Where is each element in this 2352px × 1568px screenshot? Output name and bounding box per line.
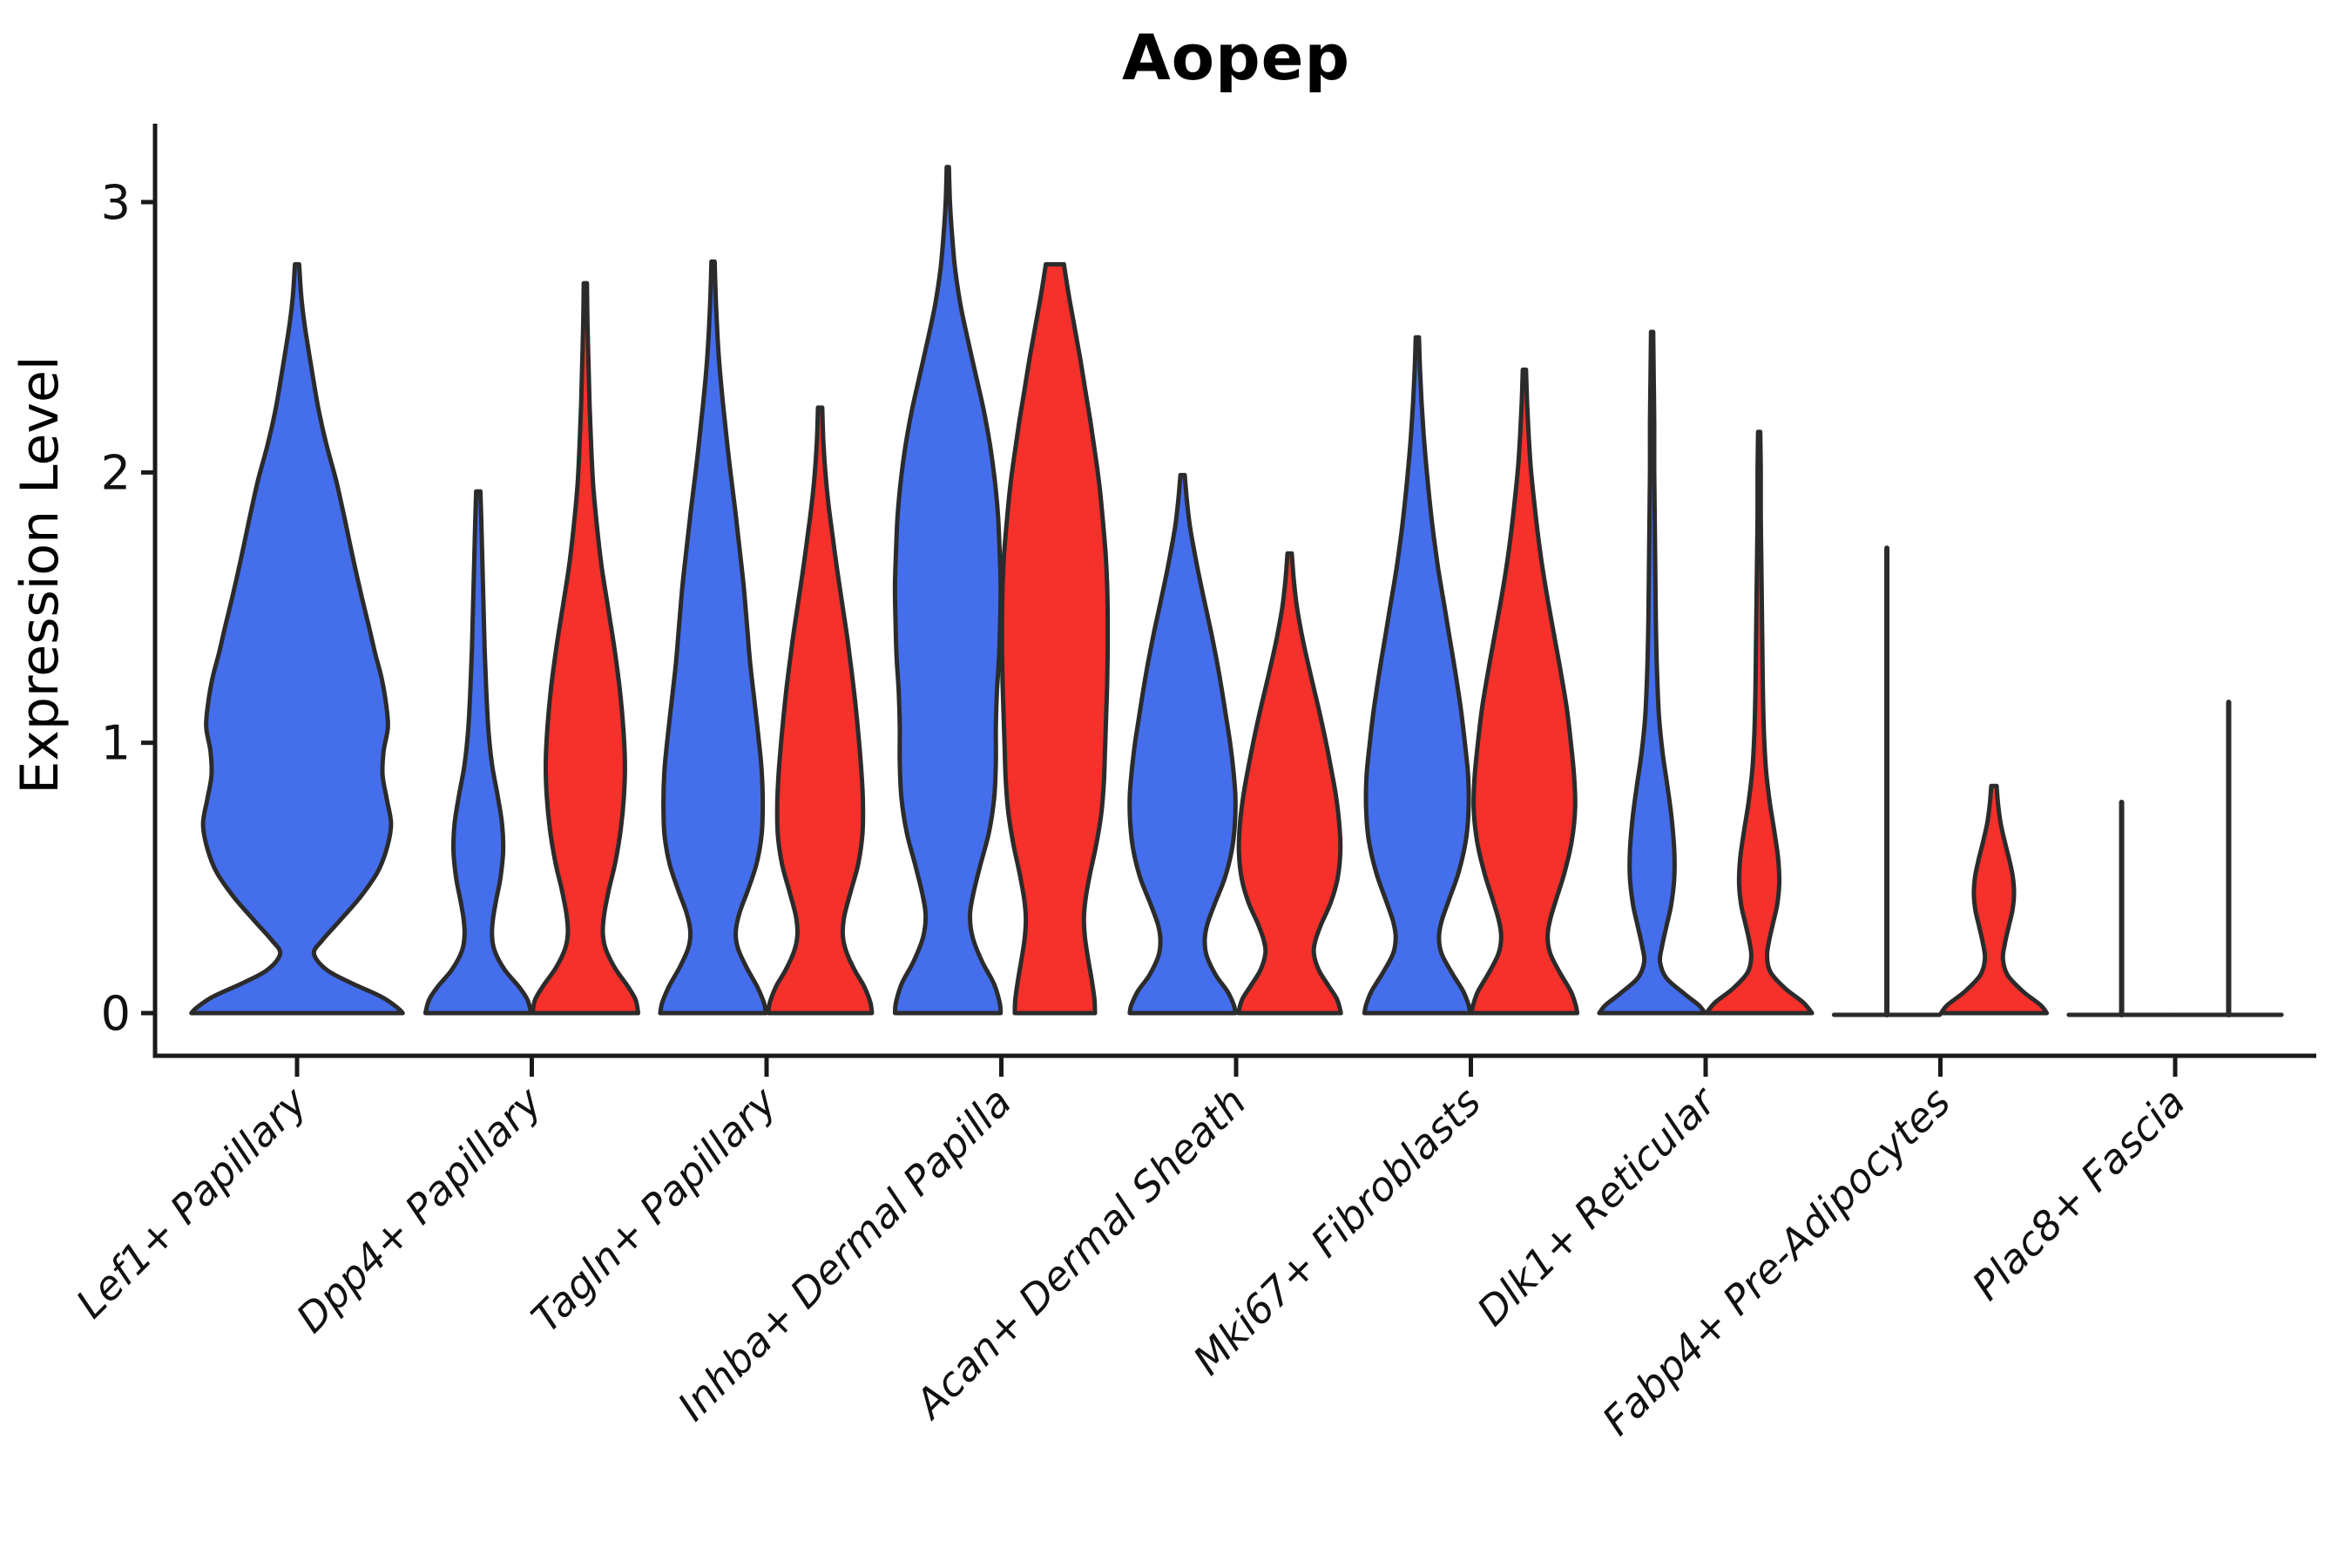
violin-inhba-red [999, 261, 1111, 1016]
violin-inhba-blue [892, 165, 1004, 1016]
violin-dpp4-red [530, 280, 641, 1016]
x-tick-label-tagln: Tagln+ Papillary [522, 1078, 786, 1342]
violin-plac8-blue [2066, 799, 2177, 1017]
y-tick-label-1: 1 [101, 716, 131, 771]
violin-tagln-red [766, 405, 875, 1016]
violin-dlk1-blue [1597, 329, 1707, 1016]
x-tick-label-plac8: Plac8+ Fascia [1963, 1078, 2193, 1309]
violin-fabp4-red [1938, 783, 2050, 1016]
violin-dpp4-blue [422, 489, 534, 1016]
violin-mki67-red [1469, 367, 1580, 1016]
y-tick-label-2: 2 [101, 445, 131, 500]
y-axis-label: Expression Level [10, 355, 71, 794]
violins-layer [189, 165, 2284, 1017]
violin-mki67-blue [1362, 335, 1473, 1016]
violin-tagln-blue [658, 259, 768, 1016]
y-tick-label-0: 0 [101, 986, 131, 1041]
violin-acan-blue [1127, 472, 1238, 1016]
violin-plac8-red [2173, 700, 2284, 1017]
y-tick-label-3: 3 [101, 175, 131, 230]
violin-lef1-blue [189, 261, 405, 1016]
x-tick-label-dpp4: Dpp4+ Papillary [287, 1078, 551, 1342]
violin-dlk1-red [1704, 429, 1815, 1016]
violin-fabp4-blue [1831, 545, 1943, 1017]
chart-title: Aopep [1121, 21, 1351, 94]
x-tick-label-lef1: Lef1+ Papillary [67, 1078, 316, 1327]
violin-acan-red [1236, 551, 1343, 1016]
x-tick-label-dlk1: Dlk1+ Reticular [1468, 1076, 1727, 1335]
